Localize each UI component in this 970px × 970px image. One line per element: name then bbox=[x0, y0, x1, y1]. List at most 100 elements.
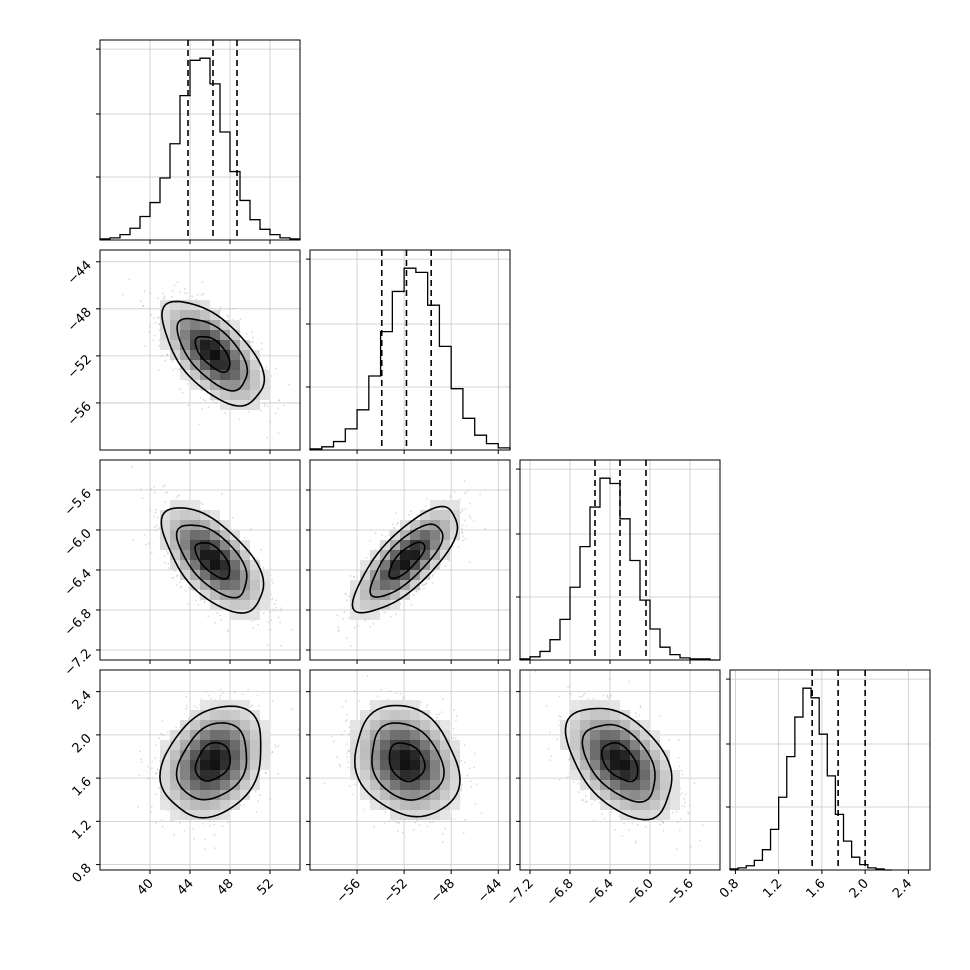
scatter-point bbox=[395, 692, 398, 695]
density-cell bbox=[240, 360, 250, 370]
density-cell bbox=[420, 750, 430, 760]
scatter-point bbox=[408, 514, 410, 516]
scatter-point bbox=[148, 331, 151, 333]
scatter-point bbox=[468, 561, 471, 563]
density-cell bbox=[250, 570, 260, 580]
scatter-point bbox=[247, 411, 250, 413]
density-cell bbox=[650, 760, 660, 770]
density-cell bbox=[240, 730, 250, 740]
density-cell bbox=[210, 350, 220, 360]
scatter-point bbox=[143, 533, 146, 536]
density-cell bbox=[620, 740, 630, 750]
scatter-point bbox=[132, 539, 135, 542]
density-cell bbox=[230, 550, 240, 560]
density-cell bbox=[600, 800, 610, 810]
contour-1-0-2 bbox=[161, 300, 266, 407]
density-cell bbox=[160, 320, 170, 330]
density-cell bbox=[400, 710, 410, 720]
scatter-point bbox=[569, 693, 572, 695]
density-cell bbox=[240, 700, 250, 710]
density-cell bbox=[440, 780, 450, 790]
contour-3-2-1 bbox=[581, 723, 656, 803]
density-cell bbox=[210, 560, 220, 570]
scatter-point bbox=[336, 614, 339, 616]
scatter-point bbox=[345, 592, 348, 595]
density-cell bbox=[410, 560, 420, 570]
scatter-point bbox=[261, 348, 263, 351]
scatter-point bbox=[344, 593, 347, 595]
x-tick-label-1-2: −48 bbox=[428, 876, 458, 906]
scatter-point bbox=[401, 831, 404, 834]
scatter-point bbox=[150, 810, 153, 813]
density-cell bbox=[360, 720, 370, 730]
density-cell bbox=[380, 600, 390, 610]
scatter-point bbox=[154, 526, 156, 529]
scatter-point bbox=[171, 360, 174, 363]
scatter-point bbox=[138, 774, 141, 777]
scatter-point bbox=[257, 800, 260, 803]
scatter-point bbox=[200, 501, 202, 504]
scatter-point bbox=[479, 493, 481, 495]
x-tick-label-0-0: 40 bbox=[135, 876, 157, 898]
density-cell bbox=[180, 300, 190, 310]
contours-3-2 bbox=[564, 707, 673, 821]
density-cell bbox=[200, 790, 210, 800]
scatter-point bbox=[511, 494, 513, 496]
scatter-point bbox=[618, 815, 620, 818]
scatter-point bbox=[153, 334, 156, 337]
scatter-point bbox=[463, 492, 466, 495]
y-tick-label-1-0: −56 bbox=[65, 399, 95, 429]
density-cell bbox=[160, 340, 170, 350]
density-cell bbox=[410, 780, 420, 790]
scatter-point bbox=[265, 772, 267, 775]
scatter-point bbox=[388, 820, 391, 823]
density-cell bbox=[260, 570, 270, 580]
density-cell bbox=[380, 790, 390, 800]
scatter-point bbox=[156, 316, 159, 319]
scatter-point bbox=[158, 329, 161, 332]
density-cell bbox=[220, 570, 230, 580]
density-cell bbox=[250, 750, 260, 760]
scatter-point bbox=[469, 517, 472, 520]
density-cell bbox=[380, 730, 390, 740]
x-tick-label-0-3: 52 bbox=[255, 876, 277, 898]
density-cell bbox=[640, 730, 650, 740]
scatter-point bbox=[157, 527, 160, 530]
x-tick-label-2-0: −7.2 bbox=[504, 876, 537, 909]
density-cell bbox=[250, 740, 260, 750]
scatter-point bbox=[187, 382, 190, 385]
scatter-point bbox=[586, 800, 588, 803]
density-cell bbox=[390, 740, 400, 750]
density-cell bbox=[180, 310, 190, 320]
density-cell bbox=[360, 710, 370, 720]
scatter-point bbox=[638, 714, 641, 717]
density-cell bbox=[190, 370, 200, 380]
contour-3-1-2 bbox=[353, 704, 461, 818]
hist-panel-0 bbox=[96, 39, 301, 244]
scatter-point bbox=[162, 734, 165, 737]
scatter-point bbox=[256, 694, 259, 697]
density-cell bbox=[180, 330, 190, 340]
density-cell bbox=[610, 730, 620, 740]
density-cell bbox=[250, 760, 260, 770]
density-cell bbox=[630, 790, 640, 800]
density-cell bbox=[210, 790, 220, 800]
density-cell bbox=[420, 510, 430, 520]
scatter-point bbox=[683, 797, 686, 800]
density-cell bbox=[220, 350, 230, 360]
density-cell bbox=[580, 710, 590, 720]
scatter-point bbox=[593, 800, 596, 802]
scatter-point bbox=[444, 827, 447, 830]
scatter-point bbox=[269, 611, 271, 613]
density-cell bbox=[420, 570, 430, 580]
density-cell bbox=[350, 600, 360, 610]
density-cell bbox=[210, 340, 220, 350]
density-cell bbox=[660, 780, 670, 790]
density-cell bbox=[360, 760, 370, 770]
density-cell bbox=[200, 520, 210, 530]
scatter-point bbox=[381, 534, 383, 537]
density-cell bbox=[370, 720, 380, 730]
density-cell bbox=[250, 400, 260, 410]
density-cell bbox=[430, 760, 440, 770]
scatter-point bbox=[179, 291, 181, 293]
